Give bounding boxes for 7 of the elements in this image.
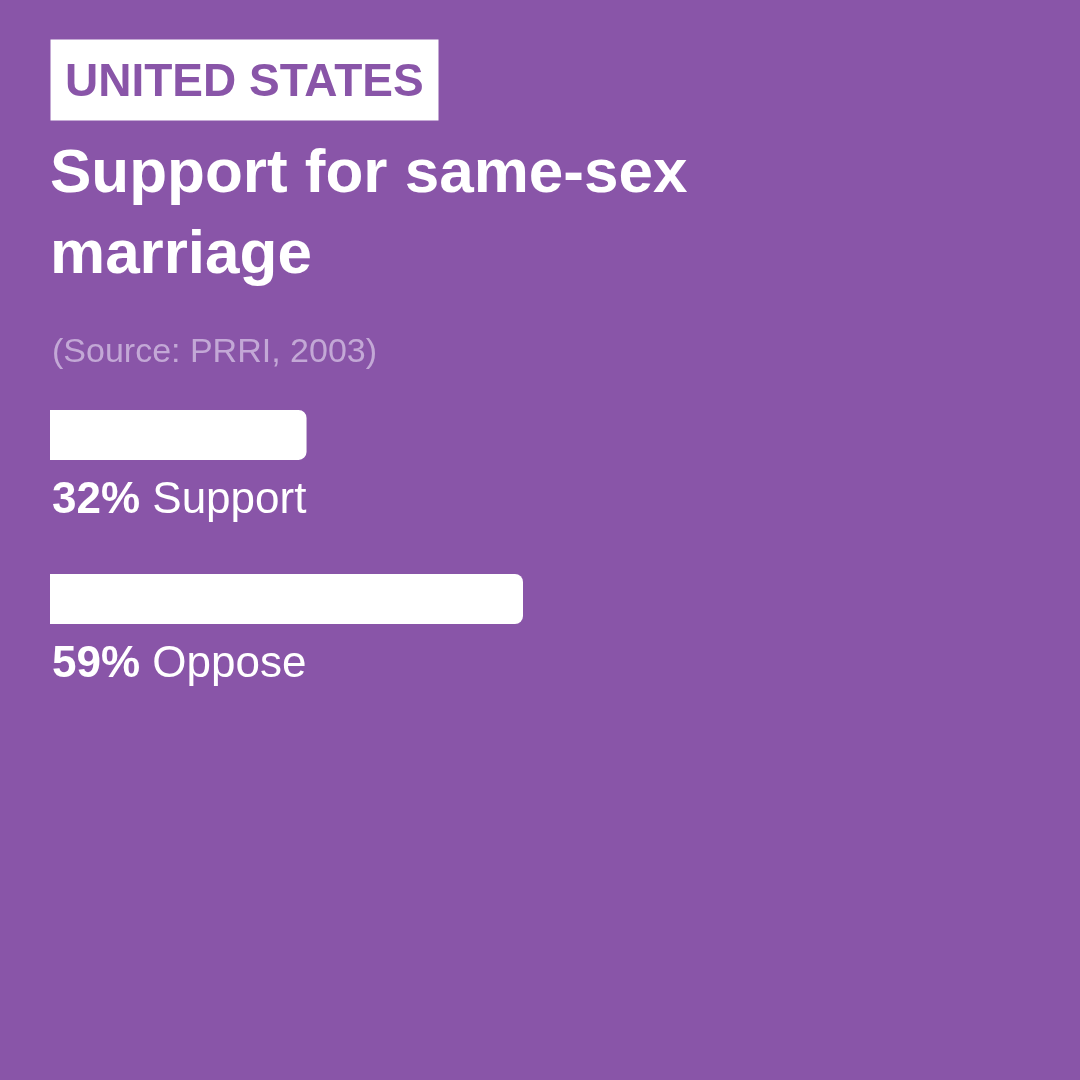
data-label: 59% [52,637,141,686]
data-label: 32% [52,473,141,522]
chart-title: Support for same-sex marriage [50,136,688,286]
chart-subtitle: UNITED STATES [65,54,424,106]
y-tick-label: Oppose [152,637,307,686]
text: (Source: PRRI, 2003) [52,331,378,369]
y-tick-label: Support [152,473,307,522]
